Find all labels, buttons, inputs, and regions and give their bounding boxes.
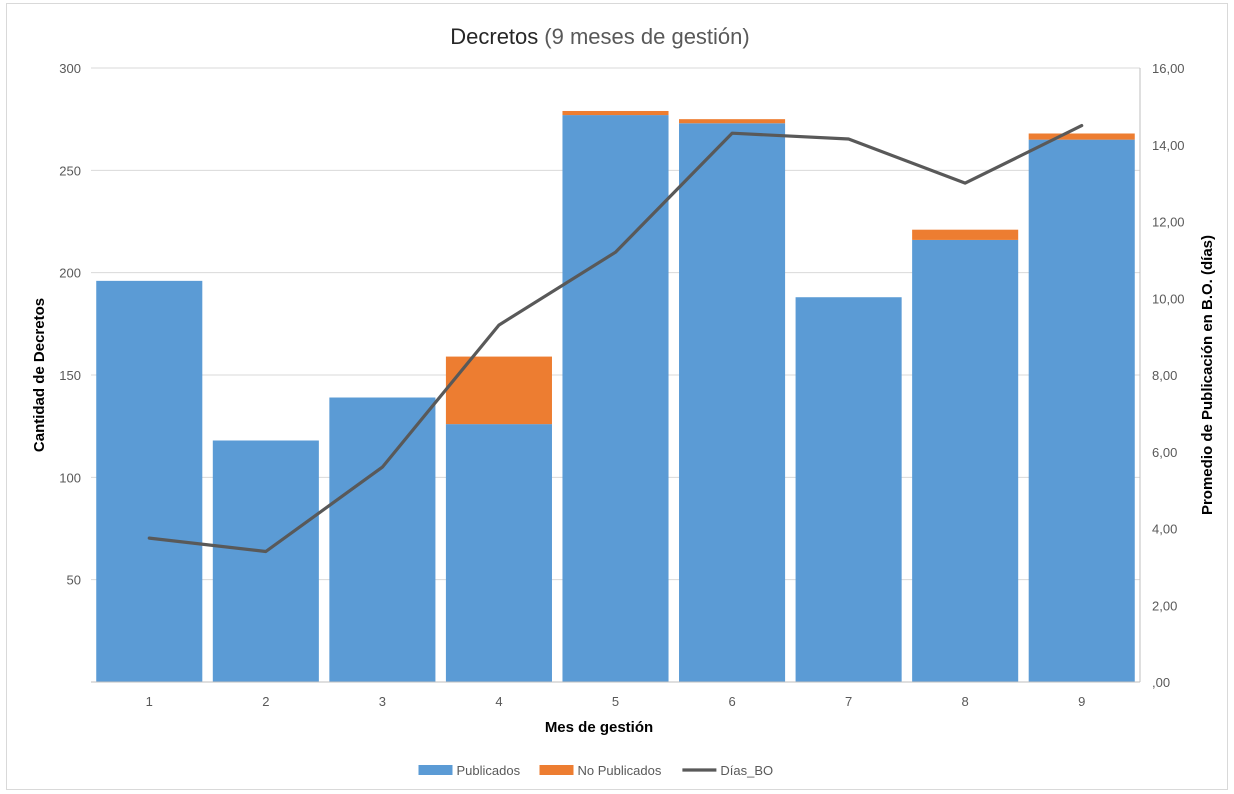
y-tick-label: 200 [59, 266, 81, 281]
bar-publicados [562, 115, 669, 682]
x-tick-label: 8 [962, 694, 969, 709]
y2-tick-label: 2,00 [1152, 598, 1177, 613]
legend-label-publicados: Publicados [457, 763, 521, 778]
x-tick-label: 9 [1078, 694, 1085, 709]
bar-publicados [212, 440, 319, 682]
x-tick-label: 7 [845, 694, 852, 709]
legend-label-d-as-bo: Días_BO [720, 763, 773, 778]
y2-tick-label: ,00 [1152, 675, 1170, 690]
y2-tick-label: 12,00 [1152, 215, 1185, 230]
bar-no-publicados [562, 110, 669, 116]
y-tick-label: 50 [67, 573, 81, 588]
y-tick-label: 250 [59, 163, 81, 178]
line-series [147, 123, 1084, 554]
chart-title-main: Decretos [450, 24, 538, 49]
y-tick-label: 300 [59, 61, 81, 76]
x-tick-label: 6 [728, 694, 735, 709]
x-tick-label: 2 [262, 694, 269, 709]
legend-swatch-publicados [418, 765, 453, 775]
bar-no-publicados [679, 119, 786, 124]
bar-publicados [329, 397, 436, 682]
y2-tick-label: 14,00 [1152, 138, 1185, 153]
y2-axis-title: Promedio de Publicación en B.O. (días) [1199, 235, 1216, 515]
bar-no-publicados [1028, 133, 1135, 140]
y-tick-label: 100 [59, 470, 81, 485]
bar-publicados [912, 239, 1019, 683]
bars [96, 110, 1135, 683]
bar-no-publicados [445, 356, 552, 425]
line-dias-bo [147, 123, 1084, 554]
bar-publicados [679, 123, 786, 682]
legend: Publicados No Publicados Días_BO [418, 763, 773, 778]
axes: 50 100 150 200 250 300 ,00 2,00 4,00 6,00 8,00 10,0… [59, 61, 1184, 709]
chart-title: Decretos (9 meses de gestión) [450, 24, 749, 49]
bar-publicados [445, 424, 552, 682]
y-tick-label: 150 [59, 368, 81, 383]
y2-tick-label: 10,00 [1152, 291, 1185, 306]
legend-swatch-no-publicados [539, 765, 574, 775]
y2-tick-label: 8,00 [1152, 368, 1177, 383]
x-tick-label: 4 [495, 694, 502, 709]
bar-publicados [795, 297, 902, 682]
bar-publicados [1028, 139, 1135, 683]
y2-tick-label: 4,00 [1152, 522, 1177, 537]
bar-publicados [96, 280, 203, 682]
legend-label-no-publicados: No Publicados [578, 763, 662, 778]
x-axis-title: Mes de gestión [545, 719, 653, 736]
y2-tick-label: 16,00 [1152, 61, 1185, 76]
x-tick-label: 1 [146, 694, 153, 709]
y2-tick-label: 6,00 [1152, 445, 1177, 460]
bar-no-publicados [912, 229, 1019, 240]
x-tick-label: 3 [379, 694, 386, 709]
y-axis-title: Cantidad de Decretos [31, 298, 48, 452]
chart-title-sub: (9 meses de gestión) [544, 24, 749, 49]
x-tick-label: 5 [612, 694, 619, 709]
